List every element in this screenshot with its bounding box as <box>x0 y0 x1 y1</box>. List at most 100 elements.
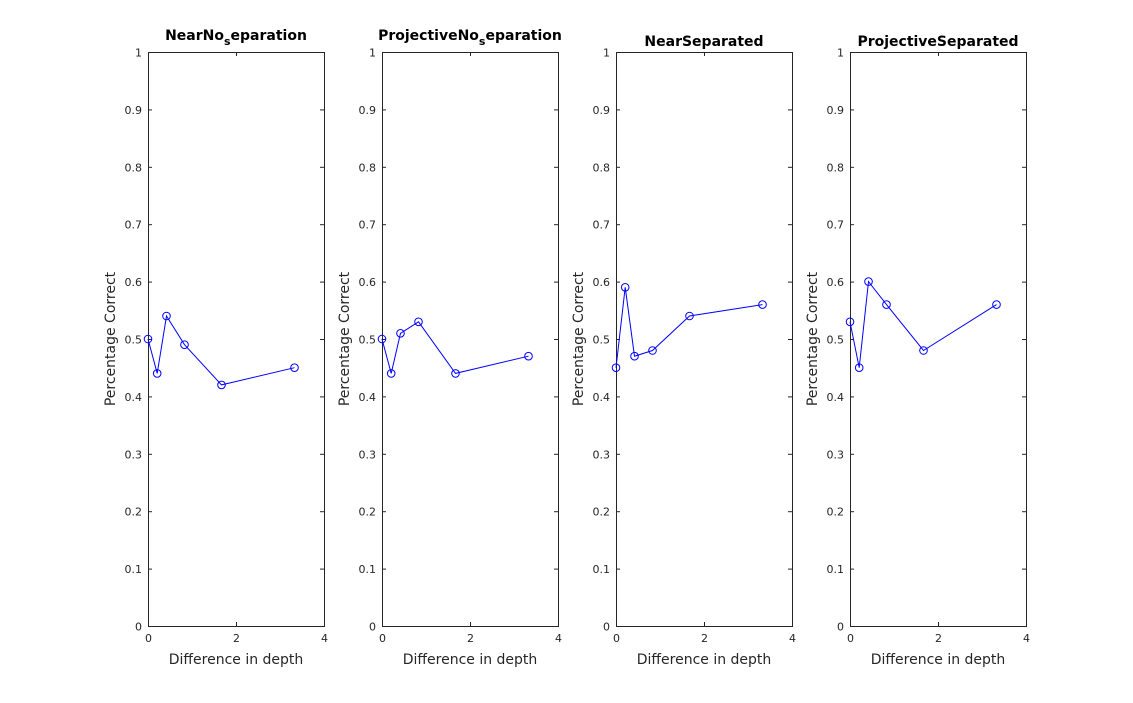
data-point <box>386 369 396 378</box>
x-tick-label: 0 <box>145 632 152 645</box>
y-tick-label: 0 <box>369 621 376 634</box>
y-tick-label: 0.2 <box>125 506 143 519</box>
y-tick-label: 0.6 <box>593 276 611 289</box>
y-tick-label: 0.7 <box>359 219 377 232</box>
series-line <box>615 287 763 368</box>
plot-title: ProjectiveNoseparation <box>378 28 562 48</box>
subplot-3: 0 0.1 0.2 0.3 0.4 0.5 0.6 0.7 0.8 0.9 1 0 2 4 Differen… <box>571 34 796 668</box>
plot-title: NearNoseparation <box>165 28 307 48</box>
y-tick-label: 0.4 <box>359 391 377 404</box>
data-point <box>396 329 405 338</box>
y-tick-label: 0 <box>603 621 610 634</box>
data-point <box>758 300 767 309</box>
title-subscript: s <box>479 35 486 48</box>
y-tick-label: 0.7 <box>827 219 845 232</box>
x-tick-label: 0 <box>613 632 620 645</box>
y-tick-label: 0.1 <box>593 563 611 576</box>
title-main: ProjectiveSeparated <box>857 34 1018 50</box>
title-subscript: s <box>224 35 231 48</box>
title-main: NearNo <box>165 28 224 44</box>
y-tick-label: 0.2 <box>827 506 845 519</box>
y-tick-label: 0.9 <box>359 104 377 117</box>
plot-title: ProjectiveSeparated <box>857 34 1018 50</box>
title-main: ProjectiveNo <box>378 28 479 44</box>
y-tick-label: 0.7 <box>593 219 611 232</box>
axes-frame <box>850 52 1027 627</box>
x-tick-label: 4 <box>555 632 562 645</box>
y-tick-label: 0.9 <box>827 104 845 117</box>
x-tick-label: 2 <box>233 632 240 645</box>
y-tick-label: 1 <box>369 47 376 60</box>
data-point <box>992 300 1001 309</box>
y-tick-label: 0.1 <box>125 563 143 576</box>
data-point <box>152 369 162 378</box>
data-point <box>377 334 387 344</box>
y-tick-label: 0.4 <box>593 391 611 404</box>
data-point <box>180 340 189 350</box>
y-tick-label: 0.3 <box>593 448 611 461</box>
y-tick-label: 0.5 <box>593 334 611 347</box>
data-point <box>854 363 864 373</box>
y-axis-label: Percentage Correct <box>805 271 821 406</box>
y-tick-label: 0.8 <box>827 161 845 174</box>
y-tick-label: 0.8 <box>593 161 611 174</box>
x-tick-label: 4 <box>321 632 328 645</box>
y-tick-label: 0.5 <box>827 334 845 347</box>
subplot-1: 0 0.1 0.2 0.3 0.4 0.5 0.6 0.7 0.8 0.9 1 0 2 4 Differen… <box>103 28 328 668</box>
title-main: NearSeparated <box>644 34 763 50</box>
series-line <box>147 314 295 386</box>
series-line <box>849 280 997 368</box>
y-tick-label: 0.3 <box>125 448 143 461</box>
y-tick-label: 0.4 <box>827 391 845 404</box>
y-tick-label: 0.6 <box>359 276 377 289</box>
y-tick-label: 0.1 <box>359 563 377 576</box>
y-tick-label: 0.6 <box>125 276 143 289</box>
y-tick-label: 0.9 <box>125 104 143 117</box>
y-tick-label: 0.6 <box>827 276 845 289</box>
title-rest: eparation <box>485 28 561 44</box>
data-point <box>414 317 423 327</box>
y-tick-label: 0.7 <box>125 219 143 232</box>
x-tick-label: 0 <box>847 632 854 645</box>
data-point <box>864 277 873 286</box>
y-tick-label: 1 <box>837 47 844 60</box>
data-point <box>845 317 855 327</box>
y-axis-label: Percentage Correct <box>571 271 587 406</box>
subplot-4: 0 0.1 0.2 0.3 0.4 0.5 0.6 0.7 0.8 0.9 1 0 2 4 Differen… <box>805 34 1030 668</box>
axes-frame <box>148 52 325 627</box>
axes-frame <box>616 52 793 627</box>
y-tick-label: 0.4 <box>125 391 143 404</box>
y-tick-label: 0.5 <box>125 334 143 347</box>
y-tick-label: 0.5 <box>359 334 377 347</box>
data-point <box>290 363 299 373</box>
y-tick-label: 1 <box>135 47 142 60</box>
y-tick-label: 0.2 <box>593 506 611 519</box>
x-axis-label: Difference in depth <box>169 652 304 668</box>
y-tick-label: 0.3 <box>359 448 377 461</box>
data-point <box>882 300 891 309</box>
data-point <box>451 369 460 378</box>
y-tick-label: 1 <box>603 47 610 60</box>
x-axis-label: Difference in depth <box>637 652 772 668</box>
data-point <box>685 311 694 321</box>
y-tick-label: 0 <box>135 621 142 634</box>
plot-title: NearSeparated <box>644 34 763 50</box>
y-tick-label: 0.2 <box>359 506 377 519</box>
y-axis-label: Percentage Correct <box>103 271 119 406</box>
axes-frame <box>382 52 559 627</box>
data-point <box>611 363 621 373</box>
series-line <box>381 321 529 374</box>
data-point <box>630 351 639 361</box>
x-tick-label: 2 <box>701 632 708 645</box>
y-tick-label: 0.1 <box>827 563 845 576</box>
data-point <box>648 346 657 355</box>
x-axis-label: Difference in depth <box>871 652 1006 668</box>
data-point <box>620 283 630 292</box>
y-tick-label: 0.3 <box>827 448 845 461</box>
x-tick-label: 4 <box>789 632 796 645</box>
x-tick-label: 2 <box>935 632 942 645</box>
x-tick-label: 2 <box>467 632 474 645</box>
data-point <box>919 346 928 355</box>
x-tick-label: 4 <box>1023 632 1030 645</box>
